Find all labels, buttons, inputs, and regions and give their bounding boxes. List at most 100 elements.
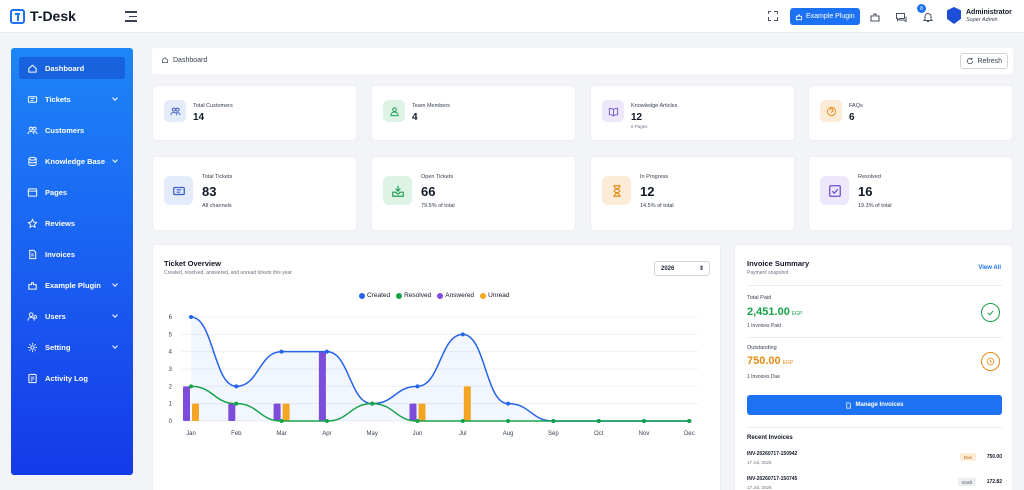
refresh-icon (967, 57, 974, 65)
example-plugin-button[interactable]: Example Plugin (790, 8, 860, 25)
manage-invoices-button[interactable]: Manage Invoices (747, 395, 1002, 415)
bell-icon[interactable] (922, 10, 934, 22)
top-bar: T-Desk Example Plugin 8 Administrator Su… (0, 0, 1024, 33)
sidebar-item-label: Invoices (45, 249, 76, 259)
unread-bar (282, 403, 290, 421)
chevron-down-icon (112, 343, 118, 349)
logo-icon (10, 8, 25, 24)
invoice-total: 750.00 (986, 454, 1002, 460)
stat-sub: 19.3% of total (858, 203, 892, 209)
sidebar-item-tickets[interactable]: Tickets (19, 88, 125, 110)
stat-card-total-customers: Total Customers 14 (152, 85, 357, 141)
star-icon (27, 217, 38, 229)
legend-item-answered[interactable]: Answered (437, 292, 474, 299)
outstanding-value: 750.00 (747, 355, 781, 367)
stat-label: Team Members (412, 103, 450, 109)
view-all-link[interactable]: View All (978, 265, 1001, 271)
stat-card-resolved: Resolved 16 19.3% of total (808, 156, 1013, 231)
resolved-point (596, 419, 601, 423)
x-tick-label: Apr (322, 431, 331, 437)
sidebar-item-activity-log[interactable]: Activity Log (19, 367, 125, 389)
breadcrumb: Dashboard (161, 56, 207, 64)
y-tick-label: 1 (169, 402, 173, 408)
ticket-icon (27, 94, 38, 105)
sidebar-item-setting[interactable]: Setting (19, 336, 125, 358)
stat-value: 66 (421, 184, 436, 199)
resolved-point (370, 401, 375, 406)
sidebar-item-reviews[interactable]: Reviews (19, 212, 125, 234)
sidebar-item-pages[interactable]: Pages (19, 181, 125, 203)
created-point (189, 315, 193, 319)
hourglass-icon (602, 176, 631, 205)
resolved-point (189, 384, 193, 389)
legend-label: Answered (445, 292, 475, 299)
legend-item-resolved[interactable]: Resolved (396, 292, 431, 299)
sidebar-item-example-plugin[interactable]: Example Plugin (19, 274, 125, 296)
question-icon (820, 100, 842, 122)
invoice-row[interactable]: INV-20260717-150745 17 Jul, 2026 Draft 172.… (747, 476, 1002, 490)
plugin-icon (27, 280, 38, 291)
created-area (191, 317, 690, 421)
resolved-line (190, 385, 690, 422)
y-tick-label: 6 (169, 315, 173, 321)
created-point (415, 384, 420, 389)
stat-sub: All channels (202, 203, 232, 209)
refresh-button[interactable]: Refresh (960, 53, 1008, 69)
resolved-point (506, 419, 511, 423)
legend-item-unread[interactable]: Unread (480, 292, 509, 299)
plugin-icon (795, 14, 803, 20)
y-tick-label: 0 (169, 419, 173, 425)
status-badge: Draft (958, 478, 976, 486)
total-paid-note: 1 Invoices Paid (747, 323, 781, 329)
resolved-point (279, 419, 284, 423)
users-icon (164, 100, 186, 122)
sidebar-item-label: Users (45, 311, 66, 321)
unread-bar (192, 403, 199, 421)
legend-swatch (396, 292, 403, 299)
plugin-icon[interactable] (869, 10, 881, 22)
refresh-label: Refresh (977, 57, 1002, 65)
check-square-icon (820, 176, 849, 205)
chevron-down-icon (112, 281, 118, 287)
chat-icon[interactable] (895, 10, 907, 23)
stat-label: FAQs (849, 103, 863, 109)
sidebar-item-invoices[interactable]: Invoices (19, 243, 125, 265)
stat-value: 83 (202, 184, 217, 199)
example-plugin-label: Example Plugin (806, 13, 855, 20)
invoice-number[interactable]: INV-20260717-150942 (747, 451, 798, 457)
legend-item-created[interactable]: Created (359, 292, 390, 299)
resolved-point (324, 419, 329, 423)
home-icon[interactable] (161, 56, 169, 64)
sidebar-item-label: Setting (45, 342, 71, 352)
created-point (279, 349, 284, 354)
clock-circle-icon (981, 352, 1000, 371)
menu-toggle-icon[interactable] (125, 11, 137, 25)
total-paid-amount: 2,451.00 EGP (747, 306, 802, 318)
sidebar-item-users[interactable]: Users (19, 305, 125, 327)
outstanding-note: 1 Invoices Due (747, 374, 781, 380)
resolved-point (415, 419, 420, 423)
ticket-overview-subtitle: Created, resolved, answered, and unread … (164, 270, 292, 276)
sidebar-item-knowledge-base[interactable]: Knowledge Base (19, 150, 125, 172)
stat-card-total-tickets: Total Tickets 83 All channels (152, 156, 357, 231)
user-icon (383, 100, 405, 122)
sidebar-item-customers[interactable]: Customers (19, 119, 125, 141)
sidebar-item-label: Reviews (45, 218, 76, 228)
invoice-row[interactable]: INV-20260717-150942 17 Jul, 2026 Due 750.00 (747, 451, 1002, 473)
fullscreen-icon[interactable] (767, 10, 778, 21)
stat-value: 16 (858, 184, 873, 199)
user-menu[interactable]: Administrator Super Admin (947, 7, 1012, 24)
invoice-date: 17 Jul, 2026 (747, 460, 772, 465)
x-tick-label: Jan (186, 431, 196, 437)
legend-swatch (359, 292, 365, 299)
app-logo[interactable]: T-Desk (10, 8, 76, 24)
x-tick-label: Nov (639, 431, 650, 437)
stat-label: Open Tickets (421, 174, 454, 180)
year-select[interactable]: 2026 (654, 261, 710, 276)
x-tick-label: May (367, 431, 378, 437)
sidebar-item-dashboard[interactable]: Dashboard (19, 57, 125, 79)
created-point (506, 401, 511, 406)
stat-card-team-members: Team Members 4 (371, 85, 576, 141)
ticket-overview-card: Ticket Overview Created, resolved, answe… (152, 244, 721, 490)
invoice-number[interactable]: INV-20260717-150745 (747, 476, 798, 482)
